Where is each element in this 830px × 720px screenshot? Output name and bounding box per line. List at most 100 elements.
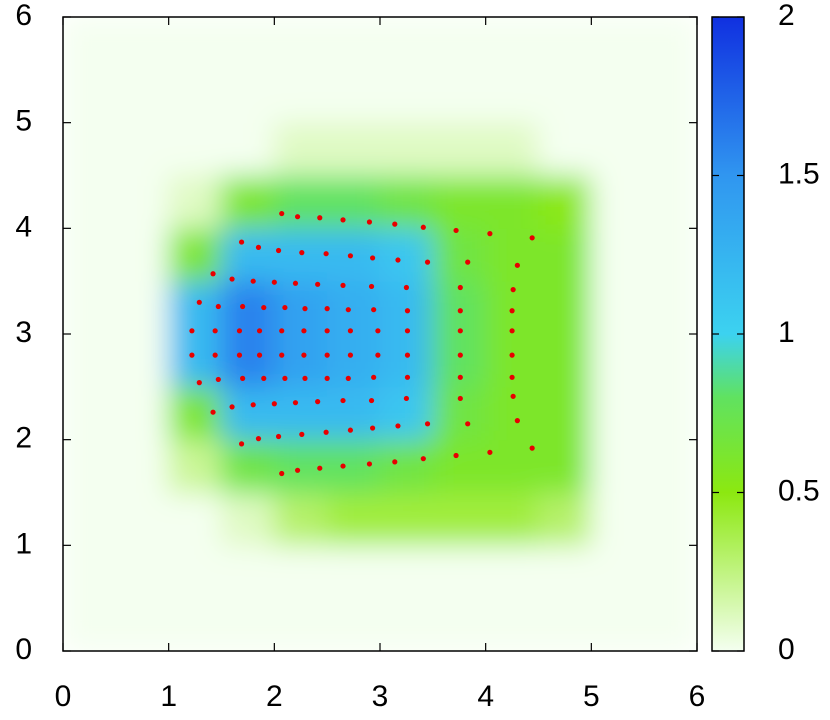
point: [453, 452, 459, 459]
heat-cell: [326, 69, 381, 124]
heat-cell: [273, 386, 328, 441]
heat-cell: [221, 17, 275, 71]
colorbar-tick-label: 2: [778, 0, 795, 32]
heat-cell: [485, 492, 539, 546]
x-tick-label: 1: [160, 680, 177, 713]
point: [324, 328, 330, 334]
heat-cell: [379, 227, 434, 282]
heat-cell: [273, 280, 328, 335]
point: [509, 352, 515, 358]
point: [347, 352, 354, 358]
point: [347, 427, 354, 433]
heat-cell: [590, 597, 645, 651]
point: [240, 303, 246, 310]
y-tick-label: 4: [15, 210, 32, 243]
heat-cell: [432, 597, 487, 651]
heat-cell: [326, 280, 381, 335]
point: [196, 380, 202, 386]
y-tick-label: 6: [15, 0, 32, 32]
point: [323, 429, 329, 435]
point: [256, 352, 263, 358]
point: [294, 214, 301, 220]
point: [403, 395, 410, 402]
point: [340, 217, 346, 223]
heat-cell: [221, 69, 275, 124]
point: [420, 224, 426, 230]
point: [529, 235, 535, 241]
heat-cell: [63, 386, 117, 441]
point: [340, 463, 346, 469]
heat-cell: [379, 492, 434, 546]
point: [392, 459, 398, 465]
point: [529, 445, 535, 451]
point: [317, 465, 323, 471]
point: [403, 284, 410, 291]
heat-cell: [432, 69, 487, 124]
y-tick-label: 3: [15, 316, 32, 349]
heat-cell: [115, 544, 170, 599]
heat-cell: [538, 122, 592, 176]
heat-cell: [115, 492, 170, 546]
colorbar-tick-label: 1.5: [778, 157, 820, 190]
heat-cell: [538, 69, 592, 124]
heat-cell: [115, 69, 170, 124]
heat-cell: [432, 544, 487, 599]
point: [487, 231, 493, 237]
point: [279, 352, 285, 358]
heat-cell: [432, 122, 487, 176]
point: [315, 281, 321, 287]
heat-cell: [379, 175, 434, 229]
point: [514, 262, 520, 268]
point: [453, 227, 459, 234]
point: [370, 425, 376, 431]
point: [420, 456, 426, 462]
point: [229, 404, 235, 410]
point: [347, 253, 354, 259]
point: [323, 251, 329, 257]
point: [292, 280, 299, 286]
heat-cell: [590, 544, 645, 599]
point: [189, 328, 195, 334]
point: [261, 375, 267, 381]
heat-cell: [538, 175, 592, 229]
heat-cell: [485, 175, 539, 229]
heat-cell: [168, 333, 222, 388]
point: [324, 352, 330, 358]
heat-cell: [168, 175, 222, 229]
heat-cell: [221, 386, 275, 441]
point: [514, 418, 520, 424]
heat-cell: [643, 333, 697, 388]
heat-cell: [115, 386, 170, 441]
heat-cell: [221, 175, 275, 229]
point: [509, 374, 515, 380]
point: [256, 328, 263, 334]
heat-cell: [326, 386, 381, 441]
heat-cell: [221, 439, 275, 493]
x-tick-label: 4: [477, 680, 494, 713]
colorbar-tick-label: 0.5: [778, 474, 820, 507]
point: [292, 400, 299, 406]
heat-cell: [643, 175, 697, 229]
point: [275, 433, 282, 440]
points: [189, 210, 535, 477]
x-tick-label: 2: [266, 680, 283, 713]
colorbar-tick-label: 0: [778, 633, 795, 666]
heat-cell: [590, 227, 645, 282]
heat-cell: [485, 544, 539, 599]
point: [238, 239, 245, 245]
point: [255, 244, 262, 250]
heat-cell: [326, 492, 381, 546]
heat-cell: [221, 333, 275, 388]
point: [294, 467, 301, 473]
point: [282, 304, 288, 311]
point: [299, 250, 305, 256]
point: [404, 308, 411, 314]
heat-cell: [63, 17, 117, 71]
heat-cell: [590, 280, 645, 335]
heat-cell: [221, 492, 275, 546]
heat-cell: [590, 333, 645, 388]
point: [404, 328, 411, 334]
heat-cell: [643, 439, 697, 493]
point: [457, 328, 463, 334]
heat-cell: [326, 544, 381, 599]
